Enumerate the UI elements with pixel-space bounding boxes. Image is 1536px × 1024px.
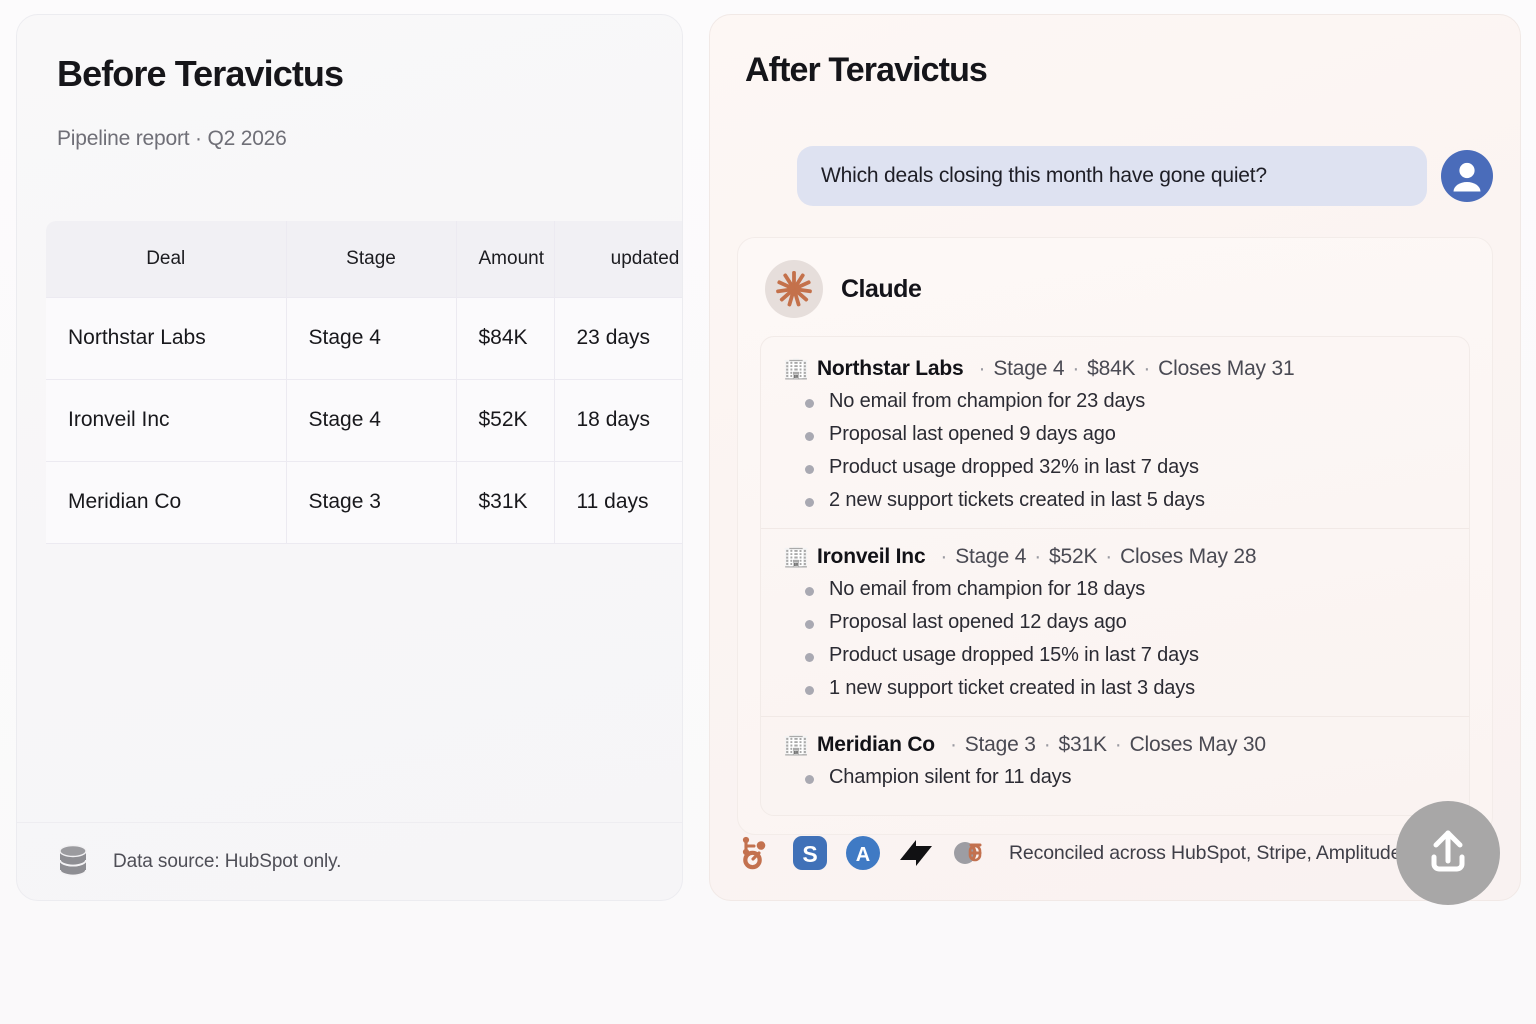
- dot-separator: ·: [978, 357, 986, 380]
- deals-table-wrap: Deal Stage Amount updated Northstar Labs…: [46, 221, 682, 544]
- cell-updated: 18 days: [554, 379, 682, 462]
- deal-block[interactable]: 🏢 Northstar Labs · Stage 4 · $84K · Clos…: [761, 341, 1469, 528]
- column-header-amount[interactable]: Amount: [456, 221, 555, 298]
- after-panel: After Teravictus Which deals closing thi…: [709, 14, 1521, 901]
- cell-amount: $52K: [456, 379, 555, 462]
- column-header-stage[interactable]: Stage: [286, 221, 457, 298]
- column-header-updated[interactable]: updated: [554, 221, 682, 298]
- assistant-response-card: Claude 🏢 Northstar Labs · Stage 4 · $84K…: [737, 237, 1493, 835]
- deal-stage: Stage 3: [964, 733, 1036, 756]
- cell-updated: 23 days: [554, 297, 682, 380]
- signal-list: No email from champion for 18 days Propo…: [783, 578, 1447, 700]
- deal-block[interactable]: 🏢 Meridian Co · Stage 3 · $31K · Closes …: [761, 716, 1469, 805]
- signal-item: Proposal last opened 12 days ago: [805, 611, 1447, 634]
- cell-deal: Ironveil Inc: [46, 379, 287, 462]
- deal-amount: $31K: [1058, 733, 1107, 756]
- dot-separator: ·: [1143, 357, 1151, 380]
- signal-item: No email from champion for 18 days: [805, 578, 1447, 601]
- table-row[interactable]: Meridian Co Stage 3 $31K 11 days: [46, 461, 682, 544]
- svg-text:S: S: [802, 841, 817, 867]
- user-avatar-icon[interactable]: [1441, 150, 1493, 202]
- user-message-bubble[interactable]: Which deals closing this month have gone…: [797, 146, 1427, 206]
- stripe-icon[interactable]: S: [790, 833, 830, 873]
- svg-text:A: A: [856, 844, 870, 866]
- assistant-header: Claude: [760, 260, 1470, 318]
- dot-separator: ·: [949, 733, 957, 756]
- deal-close-date: Closes May 30: [1129, 733, 1266, 756]
- upload-button[interactable]: [1396, 801, 1500, 905]
- deal-close-date: Closes May 31: [1158, 357, 1295, 380]
- before-title: Before Teravictus: [57, 53, 344, 94]
- claude-starburst-icon: [765, 260, 823, 318]
- cell-deal: Meridian Co: [46, 461, 287, 544]
- signal-item: Champion silent for 11 days: [805, 766, 1447, 789]
- zendesk-icon[interactable]: [896, 833, 936, 873]
- deal-amount: $52K: [1049, 545, 1098, 568]
- data-source-label: Data source: HubSpot only.: [113, 850, 342, 872]
- user-message-row: Which deals closing this month have gone…: [745, 146, 1493, 206]
- deal-name: Ironveil Inc: [816, 545, 926, 568]
- sources-strip: S A: [737, 833, 1520, 873]
- dot-separator: ·: [1034, 545, 1042, 568]
- deal-amount: $84K: [1087, 357, 1136, 380]
- deal-header: 🏢 Northstar Labs · Stage 4 · $84K · Clos…: [783, 357, 1447, 381]
- deal-header: 🏢 Meridian Co · Stage 3 · $31K · Closes …: [783, 733, 1447, 757]
- cell-amount: $84K: [456, 297, 555, 380]
- dot-separator: ·: [940, 545, 948, 568]
- dot-separator: ·: [1043, 733, 1051, 756]
- signal-item: Product usage dropped 32% in last 7 days: [805, 456, 1447, 479]
- database-icon: [51, 840, 95, 884]
- gong-icon[interactable]: [949, 833, 989, 873]
- building-icon: 🏢: [783, 545, 809, 568]
- assistant-name: Claude: [841, 274, 922, 303]
- dot-separator: ·: [1072, 357, 1080, 380]
- signal-item: Proposal last opened 9 days ago: [805, 423, 1447, 446]
- deal-list: 🏢 Northstar Labs · Stage 4 · $84K · Clos…: [760, 336, 1470, 816]
- deals-table: Deal Stage Amount updated Northstar Labs…: [46, 221, 682, 544]
- deal-block[interactable]: 🏢 Ironveil Inc · Stage 4 · $52K · Closes…: [761, 528, 1469, 716]
- cell-stage: Stage 4: [286, 297, 457, 380]
- cell-updated: 11 days: [554, 461, 682, 544]
- deal-header: 🏢 Ironveil Inc · Stage 4 · $52K · Closes…: [783, 545, 1447, 569]
- table-row[interactable]: Ironveil Inc Stage 4 $52K 18 days: [46, 379, 682, 462]
- cell-deal: Northstar Labs: [46, 297, 287, 380]
- hubspot-icon[interactable]: [737, 833, 777, 873]
- before-panel: Before Teravictus Pipeline report · Q2 2…: [16, 14, 683, 901]
- amplitude-icon[interactable]: A: [843, 833, 883, 873]
- deal-name: Meridian Co: [816, 733, 935, 756]
- signal-item: Product usage dropped 15% in last 7 days: [805, 644, 1447, 667]
- table-header-row: Deal Stage Amount updated: [46, 221, 682, 298]
- signal-item: No email from champion for 23 days: [805, 390, 1447, 413]
- sources-label: Reconciled across HubSpot, Stripe, Ampli…: [1009, 841, 1486, 864]
- dot-separator: ·: [1114, 733, 1122, 756]
- signal-list: No email from champion for 23 days Propo…: [783, 390, 1447, 512]
- deal-close-date: Closes May 28: [1120, 545, 1257, 568]
- column-header-deal[interactable]: Deal: [46, 221, 287, 298]
- after-title: After Teravictus: [745, 51, 988, 89]
- table-row[interactable]: Northstar Labs Stage 4 $84K 23 days: [46, 297, 682, 380]
- signal-item: 2 new support tickets created in last 5 …: [805, 489, 1447, 512]
- building-icon: 🏢: [783, 357, 809, 380]
- dot-separator: ·: [1105, 545, 1113, 568]
- before-subtitle: Pipeline report · Q2 2026: [57, 127, 287, 150]
- deal-stage: Stage 4: [993, 357, 1065, 380]
- signal-item: 1 new support ticket created in last 3 d…: [805, 677, 1447, 700]
- cell-stage: Stage 4: [286, 379, 457, 462]
- cell-amount: $31K: [456, 461, 555, 544]
- before-footer: Data source: HubSpot only.: [17, 822, 682, 900]
- deal-stage: Stage 4: [955, 545, 1027, 568]
- deal-name: Northstar Labs: [816, 357, 964, 380]
- upload-icon: [1418, 821, 1478, 886]
- building-icon: 🏢: [783, 733, 809, 756]
- signal-list: Champion silent for 11 days: [783, 766, 1447, 789]
- cell-stage: Stage 3: [286, 461, 457, 544]
